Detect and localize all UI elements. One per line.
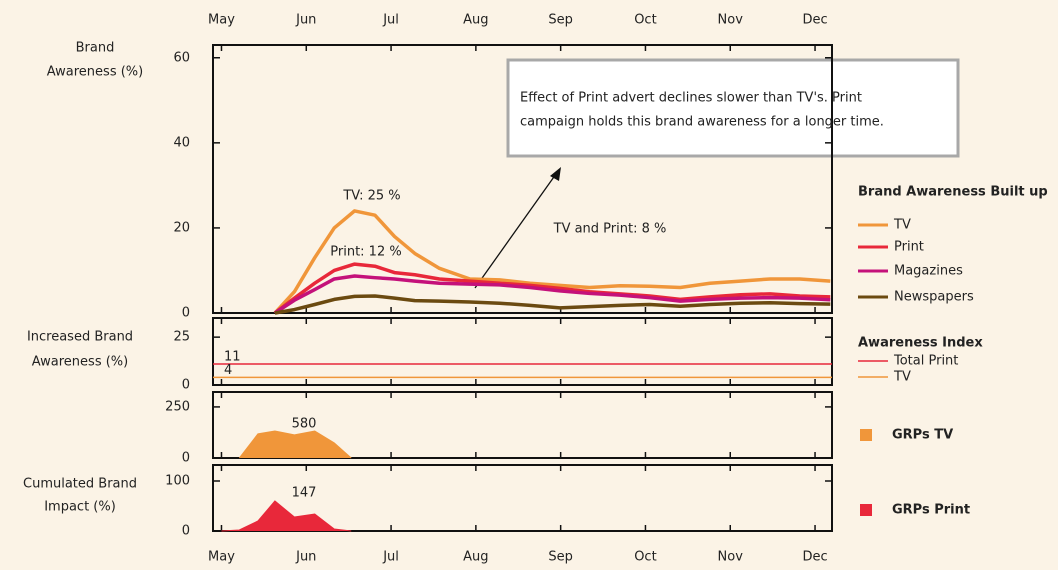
y-tick-label: 100 xyxy=(165,474,190,489)
x-tick-label: Sep xyxy=(548,13,573,28)
x-tick-label: Aug xyxy=(463,550,488,565)
callout-arrowhead xyxy=(550,167,561,181)
y-axis-label: Increased Brand xyxy=(27,330,133,345)
panel-frame xyxy=(212,391,833,459)
legend-title: Awareness Index xyxy=(858,336,983,351)
y-axis-label: Cumulated Brand xyxy=(23,477,137,492)
callout-text: Effect of Print advert declines slower t… xyxy=(520,91,862,106)
y-axis-label: Awareness (%) xyxy=(47,65,143,80)
x-tick-label: Nov xyxy=(718,550,744,565)
legend-label: Total Print xyxy=(893,354,958,369)
y-tick-label: 25 xyxy=(173,330,190,345)
legend-swatch xyxy=(860,504,872,516)
y-tick-label: 60 xyxy=(173,50,190,65)
legend-label: Print xyxy=(894,240,924,255)
y-tick-label: 0 xyxy=(182,524,190,539)
legend-label: GRPs Print xyxy=(892,503,970,518)
x-tick-label: Dec xyxy=(802,13,827,28)
y-tick-label: 250 xyxy=(165,399,190,414)
panel-frame xyxy=(212,317,833,386)
value-label: 11 xyxy=(224,349,241,364)
annotation: TV: 25 % xyxy=(342,189,400,204)
x-tick-label: Oct xyxy=(634,550,656,565)
legend-swatch xyxy=(860,429,872,441)
x-tick-label: Jun xyxy=(295,550,316,565)
area-series xyxy=(221,500,352,532)
legend-label: TV xyxy=(893,218,911,233)
line-series xyxy=(273,209,831,315)
legend-title: Brand Awareness Built up xyxy=(858,185,1048,200)
x-tick-label: Dec xyxy=(802,550,827,565)
area-series xyxy=(238,430,352,459)
x-tick-label: May xyxy=(208,550,235,565)
panel-frame xyxy=(212,464,833,532)
y-tick-label: 0 xyxy=(182,378,190,393)
y-tick-label: 0 xyxy=(182,306,190,321)
legend-label: Magazines xyxy=(894,264,963,279)
x-tick-label: Jun xyxy=(295,13,316,28)
x-tick-label: Nov xyxy=(718,13,744,28)
callout-box xyxy=(506,58,960,158)
annotation: 147 xyxy=(292,486,317,501)
x-tick-label: Aug xyxy=(463,13,488,28)
y-tick-label: 0 xyxy=(182,451,190,466)
y-axis-label: Awareness (%) xyxy=(32,355,128,370)
callout-arrow xyxy=(474,173,557,289)
x-tick-label: Oct xyxy=(634,13,656,28)
y-tick-label: 20 xyxy=(173,220,190,235)
x-tick-label: Jul xyxy=(382,550,399,565)
y-tick-label: 40 xyxy=(173,135,190,150)
value-label: 4 xyxy=(224,363,232,378)
legend-label: GRPs TV xyxy=(892,428,953,443)
x-tick-label: May xyxy=(208,13,235,28)
callout-text: campaign holds this brand awareness for … xyxy=(520,115,884,130)
annotation: 580 xyxy=(292,417,317,432)
x-tick-label: Jul xyxy=(382,13,399,28)
annotation: Print: 12 % xyxy=(330,245,401,260)
y-axis-label: Impact (%) xyxy=(44,500,116,515)
line-series xyxy=(273,274,831,315)
line-series xyxy=(274,294,831,315)
legend-label: Newspapers xyxy=(894,290,974,305)
annotation: TV and Print: 8 % xyxy=(553,222,667,237)
legend-label: TV xyxy=(893,370,911,385)
x-tick-label: Sep xyxy=(548,550,573,565)
y-axis-label: Brand xyxy=(76,41,115,56)
line-series xyxy=(273,262,831,315)
panel-frame xyxy=(212,44,833,314)
